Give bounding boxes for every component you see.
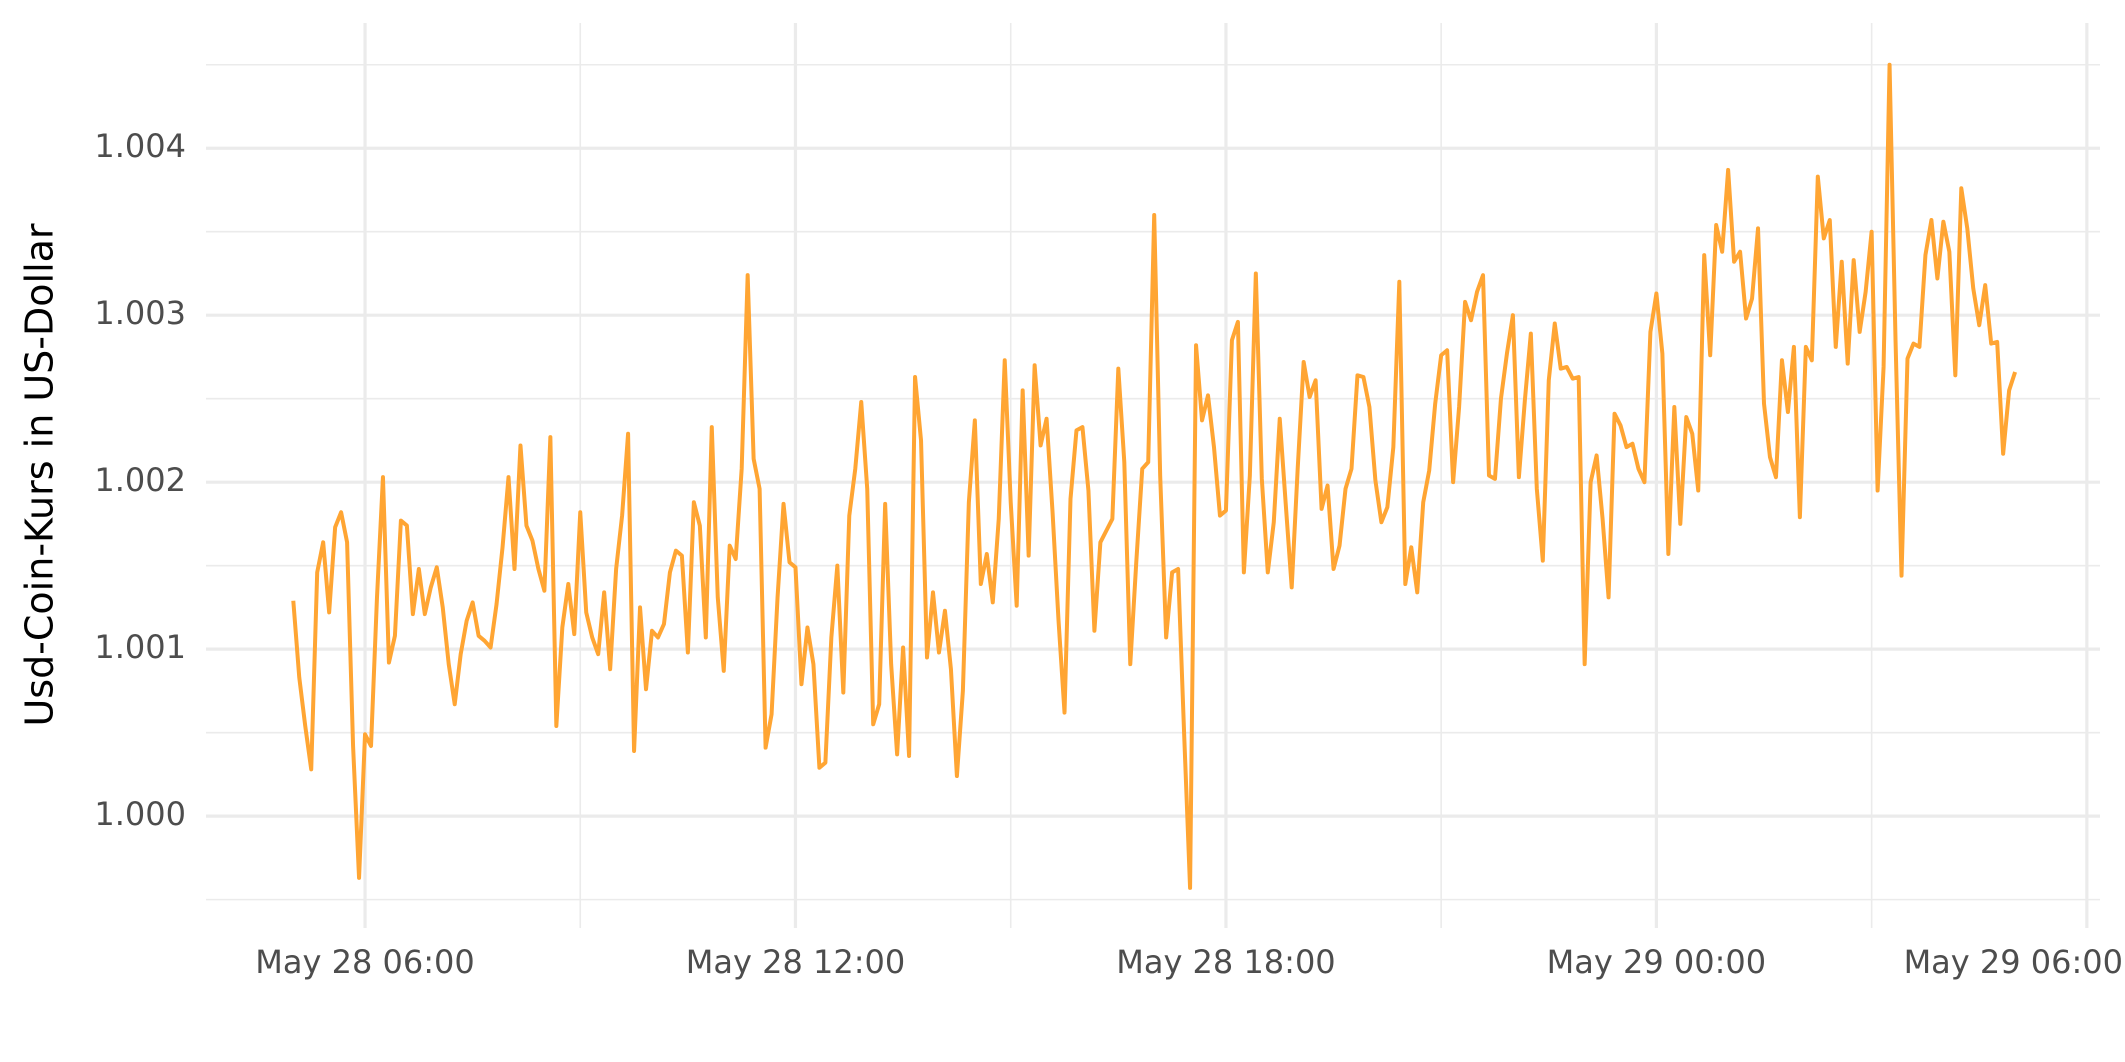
data-line bbox=[291, 62, 2018, 890]
y-tick-label: 1.004 bbox=[94, 127, 186, 165]
x-tick-label: May 28 06:00 bbox=[255, 943, 474, 981]
y-tick-label: 1.003 bbox=[94, 294, 186, 332]
x-tick-label: May 29 00:00 bbox=[1547, 943, 1766, 981]
y-axis-label: Usd-Coin-Kurs in US-Dollar bbox=[18, 223, 62, 726]
x-tick-label: May 28 18:00 bbox=[1116, 943, 1335, 981]
y-tick-label: 1.000 bbox=[94, 795, 186, 833]
x-tick-label: May 28 12:00 bbox=[686, 943, 905, 981]
x-tick-label: May 29 06:00 bbox=[1904, 943, 2123, 981]
y-tick-label: 1.002 bbox=[94, 461, 186, 499]
y-tick-label: 1.001 bbox=[94, 628, 186, 666]
